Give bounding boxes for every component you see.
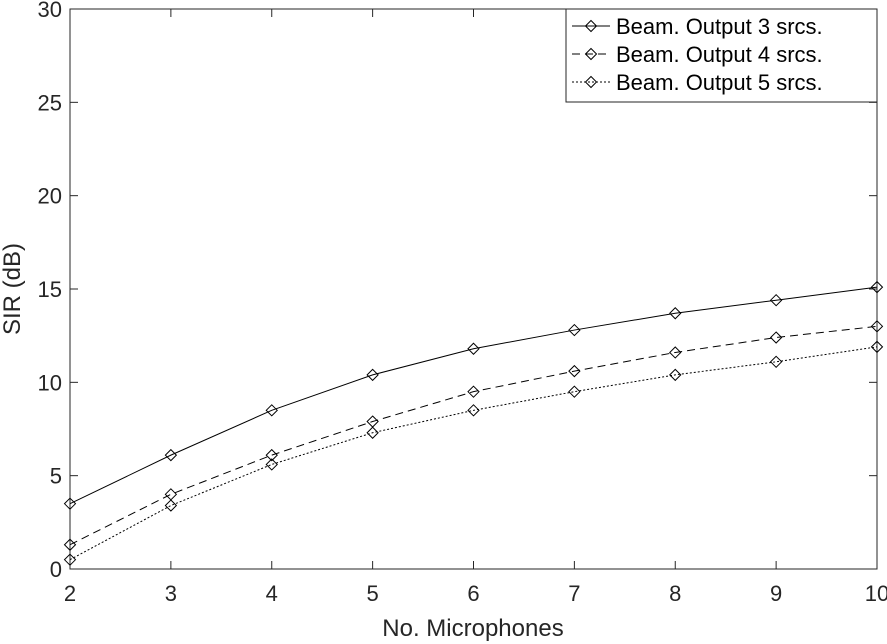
legend-marker bbox=[584, 75, 598, 89]
x-axis-label: No. Microphones bbox=[382, 615, 563, 642]
data-point-marker bbox=[568, 323, 581, 337]
legend-marker bbox=[584, 19, 598, 33]
data-point-marker bbox=[366, 368, 379, 382]
data-point-marker bbox=[265, 448, 278, 462]
series-line bbox=[69, 325, 878, 546]
data-point-marker bbox=[164, 448, 178, 462]
legend: Beam. Output 3 srcs. Beam. Output 4 srcs.… bbox=[565, 8, 878, 103]
series-1 bbox=[63, 280, 884, 510]
data-point-marker bbox=[63, 497, 77, 510]
axis-ticks: 2 3 4 5 6 7 8 9 10 0 5 10 15 20 25 30 bbox=[38, 0, 887, 606]
data-point-marker bbox=[467, 404, 480, 417]
data-point-marker bbox=[669, 346, 682, 359]
legend-entry-label: Beam. Output 3 srcs. bbox=[616, 14, 823, 39]
series-2 bbox=[63, 320, 884, 551]
series-line bbox=[69, 346, 878, 561]
data-point-marker bbox=[265, 404, 278, 417]
y-tick-label: 5 bbox=[50, 464, 62, 489]
data-point-marker bbox=[467, 385, 480, 398]
series-3 bbox=[63, 340, 884, 566]
y-tick-label: 10 bbox=[38, 370, 62, 395]
legend-box bbox=[565, 8, 878, 103]
data-point-marker bbox=[769, 293, 783, 307]
y-tick-label: 15 bbox=[38, 277, 62, 302]
data-point-marker bbox=[568, 364, 581, 378]
x-tick-label: 6 bbox=[467, 581, 479, 606]
legend-marker bbox=[584, 47, 598, 61]
x-tick-label: 4 bbox=[266, 581, 278, 606]
data-point-marker bbox=[769, 331, 783, 344]
data-point-marker bbox=[769, 355, 783, 369]
y-tick-label: 0 bbox=[50, 557, 62, 582]
data-point-marker bbox=[265, 458, 278, 471]
series-line bbox=[69, 286, 878, 505]
y-tick-label: 20 bbox=[38, 184, 62, 209]
x-tick-label: 5 bbox=[367, 581, 379, 606]
legend-entry-label: Beam. Output 5 srcs. bbox=[616, 70, 823, 95]
data-point-marker bbox=[467, 342, 480, 355]
y-tick-label: 25 bbox=[38, 90, 62, 115]
x-tick-label: 8 bbox=[669, 581, 681, 606]
data-point-marker bbox=[63, 553, 77, 566]
data-point-marker bbox=[366, 426, 379, 439]
x-tick-label: 9 bbox=[770, 581, 782, 606]
x-tick-label: 3 bbox=[165, 581, 177, 606]
data-point-marker bbox=[164, 499, 178, 512]
data-point-marker bbox=[63, 538, 77, 551]
x-tick-label: 7 bbox=[568, 581, 580, 606]
y-tick-label: 30 bbox=[38, 0, 62, 22]
data-point-marker bbox=[669, 307, 682, 320]
x-tick-label: 2 bbox=[64, 581, 76, 606]
data-point-marker bbox=[870, 320, 884, 333]
data-point-marker bbox=[669, 368, 682, 382]
data-point-marker bbox=[870, 340, 884, 354]
series-layer bbox=[63, 280, 884, 566]
data-point-marker bbox=[568, 385, 581, 398]
data-point-marker bbox=[870, 280, 884, 294]
legend-entry-label: Beam. Output 4 srcs. bbox=[616, 42, 823, 67]
y-axis-label: SIR (dB) bbox=[0, 243, 26, 335]
x-tick-label: 10 bbox=[865, 581, 887, 606]
